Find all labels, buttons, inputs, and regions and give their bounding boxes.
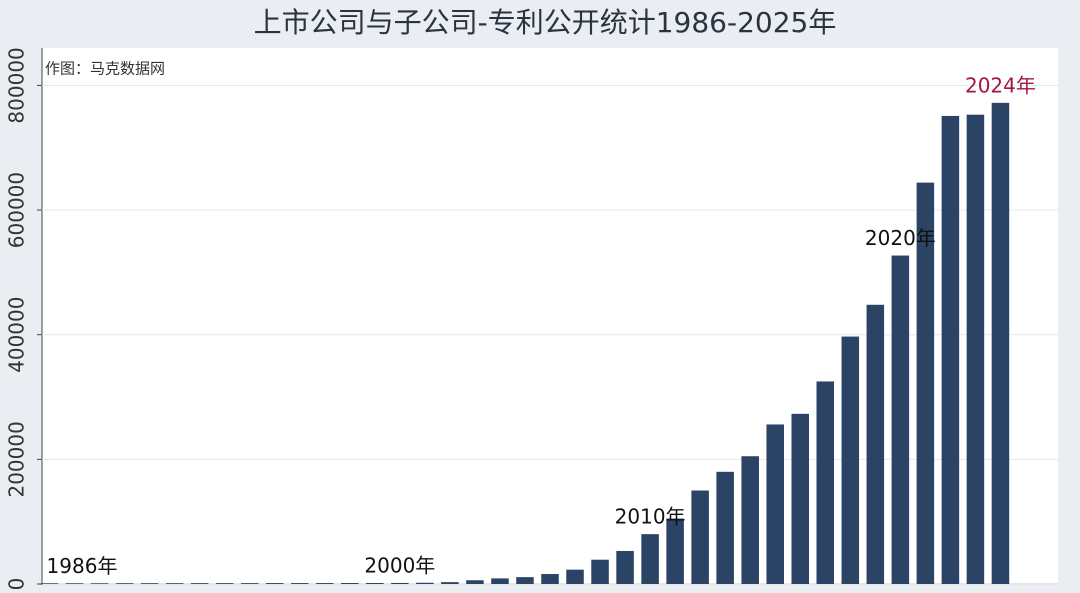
- bar: [265, 583, 284, 584]
- subtitle: 作图：马克数据网: [45, 60, 165, 78]
- bar: [616, 550, 634, 584]
- plot-area: [42, 48, 1058, 585]
- annotation: 2000年: [364, 553, 435, 577]
- bar: [391, 582, 409, 584]
- bar: [816, 381, 835, 584]
- bar: [466, 580, 484, 584]
- bar: [366, 583, 384, 584]
- bar: [165, 583, 184, 584]
- bar: [716, 471, 734, 584]
- chart-title: 上市公司与子公司-专利公开统计1986-2025年: [254, 6, 837, 39]
- bar: [290, 583, 309, 584]
- bar: [591, 559, 609, 584]
- bar: [240, 583, 259, 584]
- bar: [115, 583, 134, 584]
- bar: [841, 336, 860, 584]
- y-tick-label: 600000: [5, 172, 29, 248]
- bar: [541, 574, 559, 584]
- annotation: 2010年: [615, 505, 686, 529]
- y-tick-label: 400000: [5, 297, 29, 373]
- bar: [916, 182, 935, 584]
- bar: [641, 534, 659, 584]
- bar: [866, 304, 885, 584]
- bar: [966, 114, 985, 585]
- bar: [90, 583, 109, 584]
- annotation: 2020年: [865, 226, 936, 250]
- y-tick-label: 800000: [5, 47, 29, 123]
- bar: [215, 583, 234, 584]
- bar: [666, 518, 684, 584]
- y-tick-label: 200000: [5, 421, 29, 497]
- annotation: 2024年: [965, 73, 1036, 97]
- bar: [791, 413, 810, 584]
- bar: [416, 582, 434, 584]
- bar: [491, 578, 509, 584]
- bar: [516, 577, 534, 584]
- bar: [941, 115, 960, 585]
- bar: [190, 583, 209, 584]
- bar: [441, 582, 459, 584]
- y-tick-label: 0: [5, 578, 29, 591]
- bar: [891, 255, 910, 584]
- bar: [341, 583, 359, 584]
- bar: [691, 490, 709, 584]
- bar: [40, 583, 59, 584]
- bar: [741, 456, 759, 584]
- bar: [991, 102, 1010, 585]
- bar: [766, 424, 784, 584]
- bar: [140, 583, 159, 584]
- bar: [65, 583, 84, 584]
- bar: [566, 569, 584, 584]
- annotation: 1986年: [47, 554, 118, 578]
- bar: [316, 583, 334, 584]
